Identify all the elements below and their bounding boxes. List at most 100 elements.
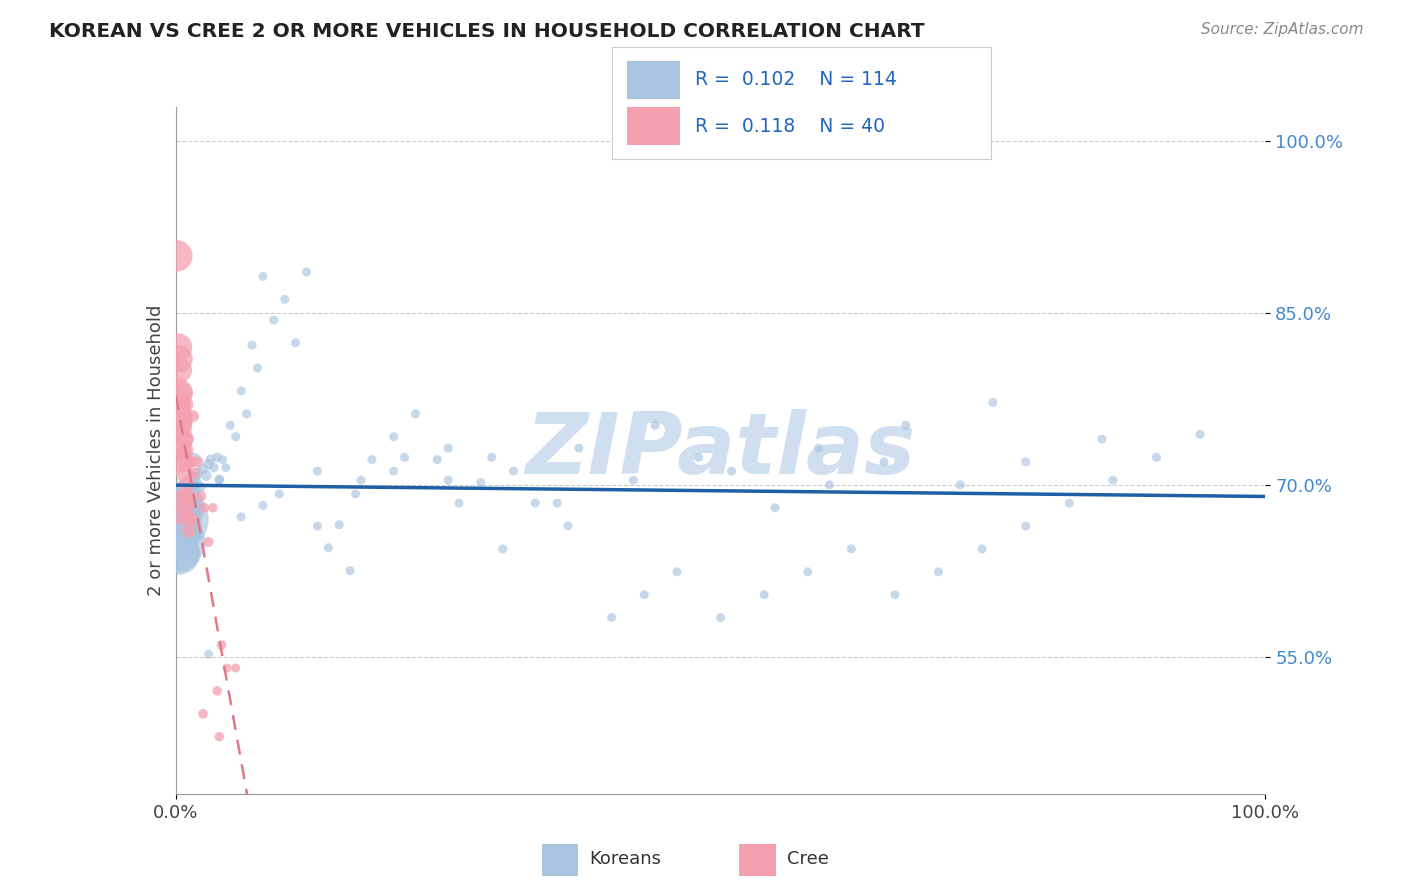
Point — [181, 512, 204, 526]
Point — [173, 500, 195, 515]
Point — [180, 480, 202, 494]
Bar — [627, 61, 681, 99]
Point — [284, 335, 307, 350]
Point — [172, 443, 194, 458]
Point — [1091, 432, 1114, 446]
Text: KOREAN VS CREE 2 OR MORE VEHICLES IN HOUSEHOLD CORRELATION CHART: KOREAN VS CREE 2 OR MORE VEHICLES IN HOU… — [49, 22, 925, 41]
Point — [181, 472, 204, 486]
Point — [720, 464, 742, 478]
Point — [382, 430, 405, 444]
Point — [666, 565, 689, 579]
Point — [176, 515, 198, 529]
Point — [1015, 455, 1038, 469]
Point — [841, 541, 863, 556]
Point — [252, 269, 274, 284]
Point — [166, 500, 188, 515]
Point — [169, 546, 191, 561]
Point — [181, 409, 204, 423]
Point — [188, 480, 211, 494]
Point — [176, 478, 198, 492]
Point — [197, 535, 219, 549]
Point — [172, 443, 194, 458]
Point — [197, 457, 219, 471]
Point — [231, 384, 253, 398]
Point — [949, 478, 972, 492]
Point — [169, 524, 191, 538]
Point — [557, 519, 579, 533]
Point — [166, 535, 188, 549]
Point — [184, 475, 207, 490]
Point — [1189, 427, 1212, 442]
Point — [201, 500, 224, 515]
Point — [295, 265, 318, 279]
Point — [190, 489, 212, 503]
Point — [167, 351, 190, 366]
Point — [170, 500, 193, 515]
Point — [169, 409, 191, 423]
Point — [167, 340, 190, 354]
Point — [183, 467, 205, 481]
Point — [405, 407, 427, 421]
Point — [382, 464, 405, 478]
Text: R =  0.118    N = 40: R = 0.118 N = 40 — [695, 117, 886, 136]
Point — [502, 464, 524, 478]
Point — [360, 452, 382, 467]
Point — [568, 441, 591, 455]
Point — [211, 638, 233, 652]
Point — [172, 512, 194, 526]
Point — [177, 524, 200, 538]
Point — [339, 564, 361, 578]
Point — [546, 496, 568, 510]
Point — [179, 487, 201, 501]
Point — [205, 450, 228, 465]
Point — [215, 661, 238, 675]
Point — [173, 467, 195, 481]
Point — [796, 565, 818, 579]
Point — [307, 464, 329, 478]
Point — [167, 524, 190, 538]
Point — [307, 519, 329, 533]
Point — [173, 517, 195, 532]
Point — [167, 420, 190, 434]
Point — [181, 483, 204, 498]
Point — [186, 467, 209, 481]
Point — [202, 460, 225, 475]
Point — [170, 432, 193, 446]
Point — [208, 473, 231, 487]
Point — [173, 500, 195, 515]
Point — [1015, 519, 1038, 533]
Point — [240, 338, 263, 352]
Point — [763, 500, 786, 515]
Point — [170, 386, 193, 401]
Point — [225, 661, 247, 675]
Bar — [740, 844, 776, 876]
Point — [252, 499, 274, 513]
Point — [818, 478, 841, 492]
Point — [873, 455, 896, 469]
Point — [177, 512, 200, 526]
Point — [1102, 473, 1125, 487]
Point — [183, 452, 205, 467]
Point — [172, 398, 194, 412]
Point — [186, 455, 209, 469]
Point — [235, 407, 257, 421]
Point — [437, 473, 460, 487]
Point — [167, 524, 190, 538]
Point — [644, 418, 666, 433]
Point — [437, 441, 460, 455]
Point — [177, 491, 200, 506]
Point — [172, 455, 194, 469]
Point — [172, 500, 194, 515]
Point — [172, 512, 194, 526]
Point — [172, 500, 194, 515]
Point — [191, 462, 214, 476]
Point — [394, 450, 416, 465]
Point — [269, 487, 291, 501]
Point — [219, 418, 242, 433]
Point — [274, 293, 297, 307]
Point — [807, 441, 830, 455]
Point — [195, 468, 218, 483]
Point — [177, 489, 200, 503]
Point — [1144, 450, 1167, 465]
Point — [524, 496, 547, 510]
